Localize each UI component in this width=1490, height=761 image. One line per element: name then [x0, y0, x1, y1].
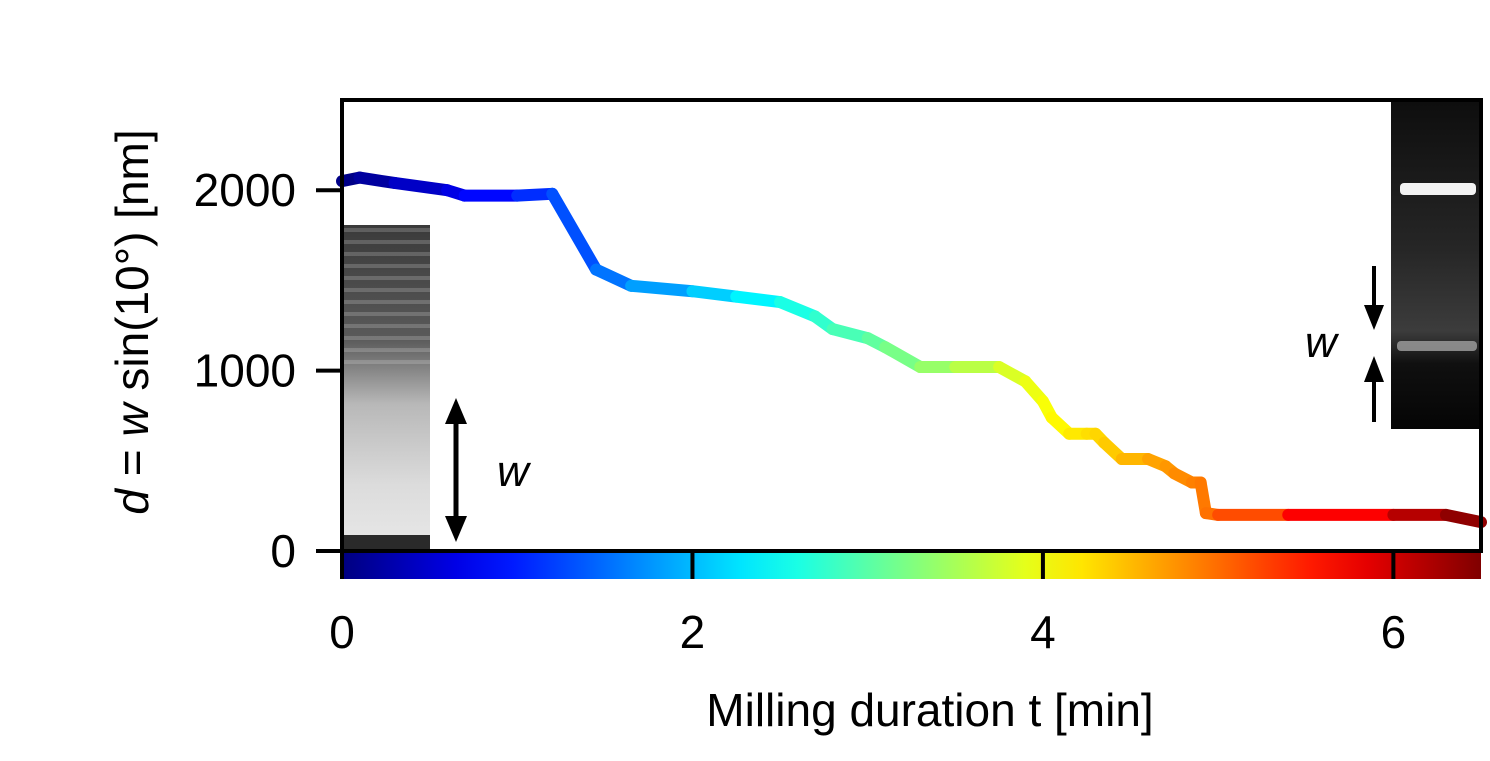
right-micrograph-inset: w [1305, 102, 1481, 429]
series-line-0 [336, 171, 1487, 529]
line-segment [546, 187, 603, 276]
left-micrograph-inset: w [342, 225, 532, 551]
right-micrograph-image [1391, 102, 1481, 429]
line-segment [686, 285, 743, 303]
line-segment [590, 263, 638, 292]
arrow-down-icon [445, 516, 467, 542]
line-segment [625, 279, 699, 298]
line-segment [826, 323, 874, 345]
left-micrograph-base [342, 535, 430, 551]
x-tick-label: 6 [1381, 606, 1407, 658]
x-axis-label: Milling duration t [min] [706, 684, 1153, 736]
y-tick-label: 1000 [194, 345, 296, 397]
w-annotation-right: w [1305, 318, 1340, 367]
y-axis-label-d: d [106, 488, 158, 515]
right-micrograph-dim-band [1397, 341, 1477, 351]
line-segment [774, 296, 822, 323]
arrow-up-icon [1364, 356, 1384, 382]
y-axis-label: d = w sin(10°) [nm] [106, 129, 158, 514]
series-layer [336, 171, 1487, 529]
ticks-layer: 0 2 4 6 0 1000 2000 [194, 164, 1407, 658]
x-axis-colorbar [342, 553, 1481, 579]
y-axis-label-w: w [106, 401, 158, 437]
x-tick-label: 4 [1030, 606, 1056, 658]
right-micrograph-bright-band [1400, 183, 1476, 195]
y-tick-label: 2000 [194, 164, 296, 216]
left-micrograph-fringes [342, 225, 430, 365]
line-segment [730, 290, 787, 309]
arrow-down-icon [1364, 305, 1384, 330]
x-tick-label: 2 [680, 606, 706, 658]
y-axis-label-rest: sin(10°) [nm] [106, 129, 158, 403]
arrow-up-icon [445, 398, 467, 424]
y-tick-label: 0 [270, 525, 296, 577]
line-segment [1439, 508, 1487, 529]
y-axis-label-equals: = [106, 437, 158, 489]
plot-frame [340, 98, 1483, 553]
w-annotation-left: w [497, 447, 532, 496]
x-tick-label: 0 [329, 606, 355, 658]
line-segment [388, 176, 454, 197]
line-segment [879, 341, 927, 373]
